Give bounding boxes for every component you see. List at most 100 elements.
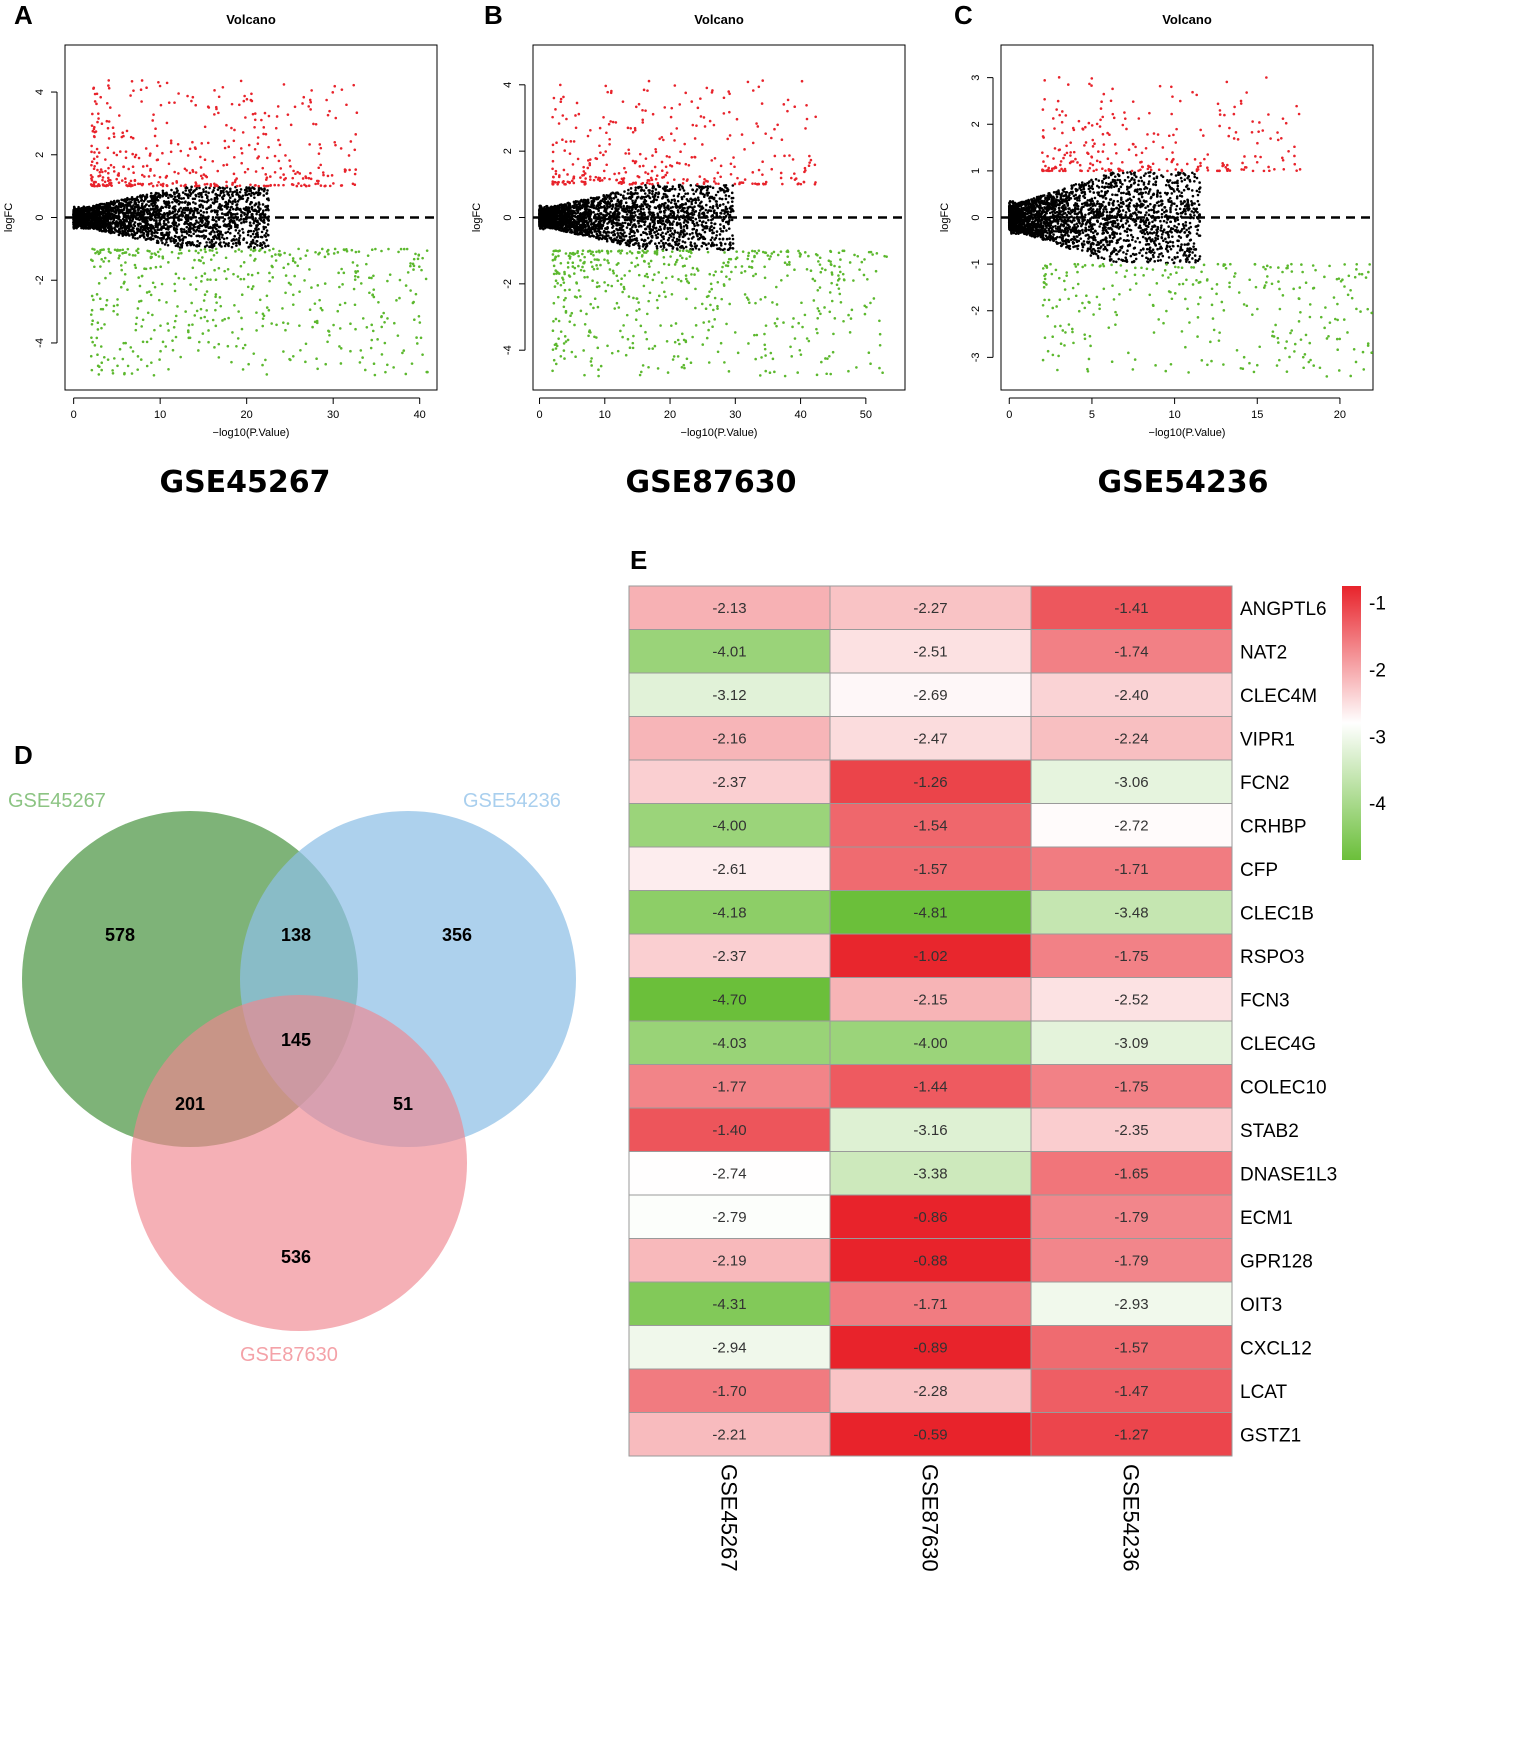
point-down [104,276,107,280]
point-down [263,250,267,254]
point-down [197,251,200,255]
point-ns [229,190,232,193]
point-down [203,293,207,297]
point-down [232,272,235,276]
point-ns [104,230,107,233]
point-ns [175,225,179,228]
point-ns [205,219,208,223]
point-ns [137,224,140,227]
y-tick-label: 4 [34,89,46,95]
point-ns [198,224,202,228]
volcano-title: Volcano [694,12,744,27]
point-up [256,142,260,145]
point-ns [237,240,240,243]
point-ns [236,226,239,229]
point-up [145,164,149,168]
point-ns [257,205,260,209]
point-down [197,349,200,352]
point-ns [106,213,110,216]
point-down [424,277,428,281]
point-down [145,364,149,368]
point-down [386,317,389,320]
point-down [133,254,137,257]
point-down [338,285,341,289]
point-up [266,156,269,160]
point-ns [267,208,270,212]
point-up [206,141,210,145]
point-down [90,368,94,372]
point-ns [250,213,254,217]
point-ns [74,209,78,212]
point-ns [149,216,152,219]
point-ns [217,218,221,221]
point-ns [205,211,209,214]
point-ns [721,237,725,241]
point-up [133,155,137,159]
point-down [314,250,317,254]
point-down [122,341,125,345]
point-ns [264,244,267,248]
point-ns [109,221,112,224]
point-ns [177,202,181,206]
point-ns [231,207,235,211]
point-down [242,261,246,264]
point-up [94,180,97,184]
point-up [225,180,228,184]
point-ns [624,234,628,238]
point-down [133,263,137,267]
point-ns [188,194,192,197]
point-ns [240,210,243,214]
point-ns [107,225,111,228]
point-ns [697,248,701,251]
point-down [103,256,107,260]
point-ns [254,242,257,246]
point-up [89,173,93,177]
point-ns [164,192,168,195]
points-group [538,79,888,378]
point-up [161,184,165,188]
point-ns [180,245,184,248]
point-ns [216,197,219,201]
point-down [140,325,143,328]
point-down [401,351,404,355]
point-up [353,172,357,176]
point-down [92,298,95,302]
point-up [188,147,192,151]
point-ns [122,219,126,223]
point-down [356,264,359,267]
point-down [372,295,376,299]
point-up [132,171,135,175]
point-ns [141,225,144,228]
point-down [339,362,343,365]
point-ns [164,227,168,231]
point-down [411,262,415,266]
point-down [111,371,115,375]
point-down [315,357,318,360]
point-ns [223,213,226,216]
point-up [251,112,255,116]
point-ns [121,198,124,202]
point-ns [236,200,240,203]
point-down [383,341,387,345]
point-ns [199,213,203,217]
point-up [92,87,95,90]
point-down [356,269,360,273]
point-down [299,349,302,352]
point-ns [173,195,177,199]
point-down [227,316,230,320]
point-ns [200,235,204,238]
point-up [101,183,105,186]
point-down [91,319,94,323]
point-ns [631,243,635,246]
point-up [95,147,99,151]
point-up [246,167,250,171]
point-up [345,103,348,107]
point-down [240,327,244,331]
point-down [339,347,343,350]
point-ns [200,195,204,199]
point-up [326,113,330,117]
point-ns [206,222,210,225]
point-ns [267,233,270,237]
point-up [203,158,207,162]
point-ns [189,230,192,234]
